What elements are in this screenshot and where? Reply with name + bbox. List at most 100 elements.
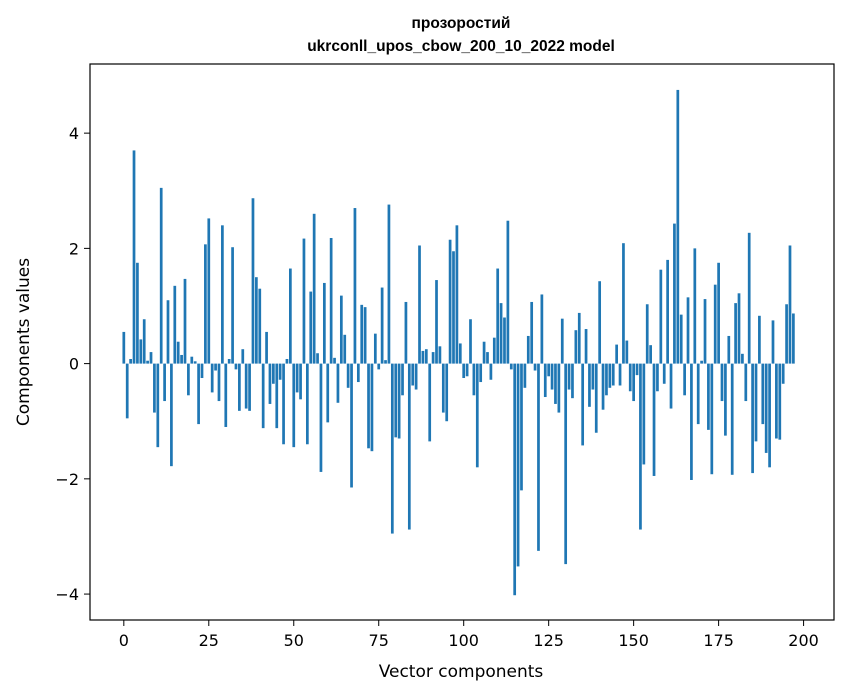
bar bbox=[142, 319, 146, 364]
bar bbox=[394, 363, 398, 438]
bar bbox=[713, 284, 717, 364]
bar bbox=[455, 225, 459, 364]
bar bbox=[601, 363, 605, 410]
bar bbox=[441, 363, 445, 413]
bar bbox=[679, 314, 683, 364]
bar bbox=[554, 363, 557, 404]
bar bbox=[193, 361, 197, 364]
bar bbox=[404, 301, 408, 364]
bar bbox=[445, 363, 449, 422]
bar bbox=[581, 363, 585, 446]
bar bbox=[329, 238, 333, 364]
bar bbox=[187, 363, 190, 396]
bar bbox=[622, 243, 625, 364]
bar bbox=[373, 333, 377, 364]
bar bbox=[122, 331, 126, 364]
bar bbox=[353, 208, 357, 364]
bar bbox=[125, 363, 129, 419]
bar bbox=[370, 363, 374, 452]
bar bbox=[751, 363, 754, 474]
bar bbox=[224, 363, 228, 427]
bar bbox=[540, 294, 544, 364]
bar bbox=[577, 312, 581, 364]
bar bbox=[339, 295, 343, 364]
bar bbox=[584, 329, 588, 364]
bar bbox=[438, 346, 442, 364]
bar bbox=[639, 363, 642, 530]
bar bbox=[302, 238, 306, 364]
bar bbox=[190, 356, 194, 364]
bar bbox=[149, 352, 153, 364]
x-tick-label: 50 bbox=[284, 631, 304, 650]
x-tick-label: 200 bbox=[788, 631, 819, 650]
bar bbox=[176, 341, 180, 364]
y-tick-label: −4 bbox=[55, 585, 79, 604]
bar bbox=[754, 363, 758, 442]
bar bbox=[492, 337, 496, 364]
bar bbox=[295, 363, 299, 393]
bar bbox=[727, 335, 731, 364]
y-tick-label: 0 bbox=[69, 355, 79, 374]
bar bbox=[611, 363, 615, 386]
bar bbox=[724, 363, 727, 436]
bar bbox=[615, 344, 619, 364]
bar bbox=[666, 259, 669, 364]
bar bbox=[734, 303, 737, 364]
bar bbox=[153, 363, 156, 413]
bar bbox=[333, 357, 336, 364]
bar bbox=[139, 339, 143, 364]
bar bbox=[775, 363, 778, 439]
bar bbox=[309, 291, 313, 364]
bar bbox=[272, 363, 275, 384]
bar bbox=[312, 213, 316, 364]
bar bbox=[227, 358, 231, 364]
bar bbox=[710, 363, 714, 475]
bar bbox=[414, 363, 418, 390]
bar bbox=[486, 352, 489, 364]
bar bbox=[717, 262, 720, 364]
bar bbox=[499, 303, 503, 364]
bar bbox=[652, 363, 656, 476]
bar bbox=[244, 363, 248, 409]
bar bbox=[289, 268, 292, 364]
bar bbox=[720, 363, 724, 402]
bar bbox=[707, 363, 710, 430]
bar bbox=[418, 245, 421, 364]
bar bbox=[241, 349, 245, 364]
bar bbox=[166, 300, 170, 364]
x-tick-label: 150 bbox=[618, 631, 649, 650]
bar bbox=[656, 363, 659, 392]
bar bbox=[183, 278, 187, 364]
bar bbox=[605, 363, 608, 396]
bar bbox=[662, 363, 666, 384]
bar bbox=[642, 363, 646, 465]
bar bbox=[509, 363, 513, 370]
bar bbox=[248, 363, 251, 411]
bar bbox=[520, 363, 523, 491]
y-tick-label: −2 bbox=[55, 470, 79, 489]
bar bbox=[764, 363, 768, 453]
bar bbox=[659, 269, 663, 364]
bar bbox=[693, 248, 697, 364]
bar bbox=[778, 363, 782, 440]
bar bbox=[285, 358, 289, 364]
bar bbox=[737, 293, 741, 364]
bar bbox=[129, 358, 132, 364]
bar bbox=[632, 363, 635, 402]
bar bbox=[635, 363, 639, 376]
bar bbox=[690, 363, 693, 480]
bar bbox=[292, 363, 296, 448]
bar bbox=[673, 223, 676, 364]
bar bbox=[516, 363, 520, 567]
bar bbox=[557, 363, 561, 413]
bar bbox=[200, 363, 204, 379]
bar bbox=[543, 363, 547, 398]
bar bbox=[431, 352, 435, 364]
bar bbox=[156, 363, 160, 448]
bar bbox=[730, 363, 734, 475]
bar bbox=[401, 363, 404, 396]
y-axis-label: Components values bbox=[14, 258, 34, 426]
bar bbox=[465, 363, 469, 377]
bar bbox=[411, 363, 415, 386]
bar bbox=[625, 340, 629, 364]
